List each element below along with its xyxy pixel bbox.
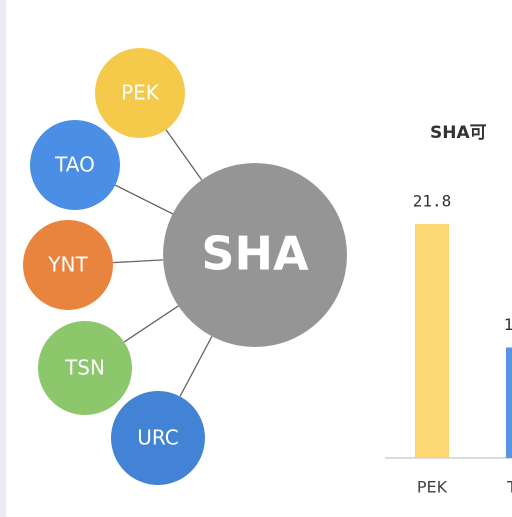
bar <box>415 224 449 458</box>
hub-diagram: SHA PEK TAO YNT TSN URC <box>23 48 347 485</box>
value-label: 21.8 <box>413 192 452 211</box>
airport-label: TAO <box>54 153 95 177</box>
airport-label: URC <box>137 426 179 450</box>
connector <box>123 305 179 343</box>
airport-node <box>111 391 205 485</box>
connector <box>179 335 213 397</box>
airport-label: PEK <box>121 81 160 105</box>
airport-label: YNT <box>47 253 88 277</box>
chart-title: SHA可 <box>430 123 487 143</box>
value-label: 10.3 <box>504 315 512 334</box>
airport-node <box>38 321 132 415</box>
connector <box>114 184 174 215</box>
x-tick-label: PEK <box>417 478 448 497</box>
connector <box>165 129 203 181</box>
airport-node <box>30 120 120 210</box>
airport-node <box>23 220 113 310</box>
bar-chart: 21.8 PEK 10.3 TAO <box>413 192 512 497</box>
x-tick-label: TAO <box>506 478 512 497</box>
bar <box>506 347 512 458</box>
airport-node <box>95 48 185 138</box>
hub-label: SHA <box>201 227 309 281</box>
left-edge <box>0 0 6 517</box>
connector <box>112 259 164 264</box>
airport-label: TSN <box>64 356 105 380</box>
hub-node <box>163 163 347 347</box>
